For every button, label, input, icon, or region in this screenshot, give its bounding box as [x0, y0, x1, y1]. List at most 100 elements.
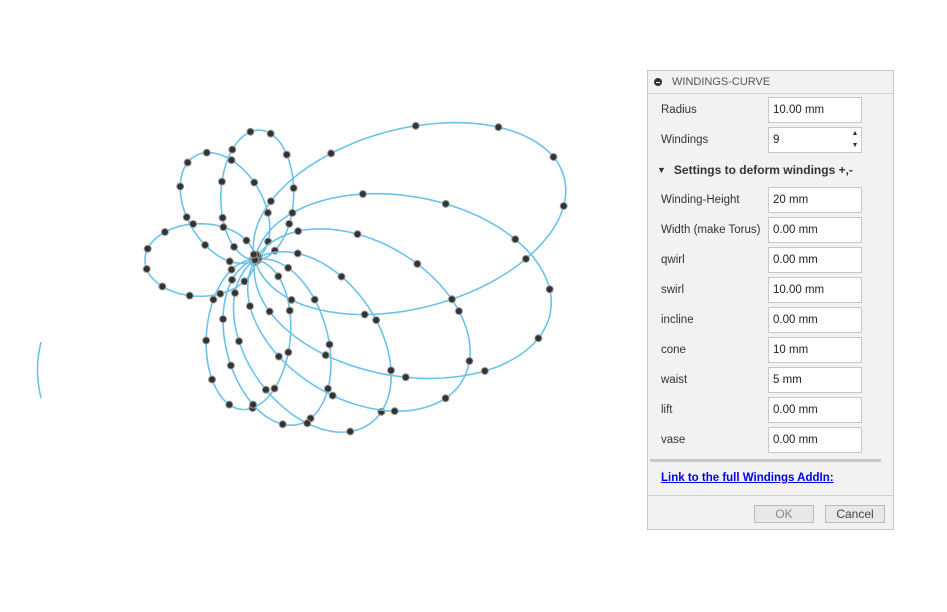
- winding-loop[interactable]: [222, 258, 332, 426]
- curve-point[interactable]: [217, 177, 226, 186]
- curve-point[interactable]: [201, 241, 210, 250]
- swirl-input[interactable]: 10.00 mm: [768, 277, 862, 303]
- curve-point[interactable]: [494, 123, 503, 132]
- cancel-button[interactable]: Cancel: [825, 505, 885, 523]
- curve-point[interactable]: [454, 307, 463, 316]
- curve-point[interactable]: [160, 228, 169, 237]
- curve-point[interactable]: [230, 242, 239, 251]
- curve-point[interactable]: [284, 348, 293, 357]
- ok-button[interactable]: OK: [754, 505, 814, 523]
- curve-point[interactable]: [274, 272, 283, 281]
- curve-point[interactable]: [235, 337, 244, 346]
- curve-point[interactable]: [521, 254, 530, 263]
- curve-point[interactable]: [249, 250, 258, 259]
- curve-point[interactable]: [353, 230, 362, 239]
- curve-point[interactable]: [289, 184, 298, 193]
- curve-point[interactable]: [240, 277, 249, 286]
- curve-point[interactable]: [219, 223, 228, 232]
- curve-point[interactable]: [219, 315, 228, 324]
- curve-point[interactable]: [265, 307, 274, 316]
- curve-point[interactable]: [310, 295, 319, 304]
- curve-point[interactable]: [228, 275, 237, 284]
- waist-input[interactable]: 5 mm: [768, 367, 862, 393]
- curve-point[interactable]: [228, 145, 237, 154]
- spinner-arrows-icon[interactable]: ▲ ▼: [851, 130, 859, 149]
- curve-point[interactable]: [202, 148, 211, 157]
- cone-input[interactable]: 10 mm: [768, 337, 862, 363]
- curve-point[interactable]: [321, 351, 330, 360]
- curve-point[interactable]: [358, 190, 367, 199]
- curve-point[interactable]: [250, 178, 259, 187]
- curve-point[interactable]: [226, 361, 235, 370]
- curve-point[interactable]: [447, 295, 456, 304]
- winding-height-input[interactable]: 20 mm: [768, 187, 862, 213]
- windings-stepper[interactable]: 9 ▲ ▼: [768, 127, 862, 153]
- curve-point[interactable]: [285, 306, 294, 315]
- curve-point[interactable]: [189, 219, 198, 228]
- curve-point[interactable]: [288, 208, 297, 217]
- curve-point[interactable]: [327, 149, 336, 158]
- winding-loop[interactable]: [179, 151, 271, 265]
- curve-point[interactable]: [183, 158, 192, 167]
- curve-point[interactable]: [559, 201, 568, 210]
- curve-point[interactable]: [261, 385, 270, 394]
- curve-point[interactable]: [401, 373, 410, 382]
- incline-input[interactable]: 0.00 mm: [768, 307, 862, 333]
- curve-point[interactable]: [545, 285, 554, 294]
- curve-point[interactable]: [202, 336, 211, 345]
- curve-point[interactable]: [325, 340, 334, 349]
- curve-point[interactable]: [549, 152, 558, 161]
- curve-point[interactable]: [142, 265, 151, 274]
- curve-point[interactable]: [270, 384, 279, 393]
- curve-point[interactable]: [227, 156, 236, 165]
- curve-point[interactable]: [390, 407, 399, 416]
- dialog-header[interactable]: WINDINGS-CURVE: [648, 71, 893, 94]
- curve-point[interactable]: [293, 249, 302, 258]
- curve-point[interactable]: [143, 244, 152, 253]
- curve-point[interactable]: [225, 257, 234, 266]
- curve-point[interactable]: [441, 394, 450, 403]
- curve-point[interactable]: [441, 199, 450, 208]
- curve-point[interactable]: [480, 366, 489, 375]
- curve-point[interactable]: [185, 291, 194, 300]
- winding-loop[interactable]: [246, 228, 471, 412]
- curve-point[interactable]: [372, 316, 381, 325]
- curve-point[interactable]: [225, 400, 234, 409]
- curve-point[interactable]: [285, 219, 294, 228]
- curve-point[interactable]: [278, 420, 287, 429]
- winding-loop[interactable]: [252, 121, 567, 316]
- curve-point[interactable]: [534, 334, 543, 343]
- curve-point[interactable]: [216, 289, 225, 298]
- model-viewport[interactable]: [0, 0, 640, 612]
- windings-addin-link[interactable]: Link to the full Windings AddIn:: [661, 472, 834, 484]
- curve-point[interactable]: [274, 352, 283, 361]
- lift-input[interactable]: 0.00 mm: [768, 397, 862, 423]
- curve-point[interactable]: [182, 213, 191, 222]
- curve-point[interactable]: [227, 265, 236, 274]
- curve-point[interactable]: [266, 129, 275, 138]
- curve-point[interactable]: [360, 310, 369, 319]
- curve-point[interactable]: [413, 259, 422, 268]
- curve-point[interactable]: [337, 272, 346, 281]
- curve-point[interactable]: [294, 227, 303, 236]
- curve-point[interactable]: [328, 391, 337, 400]
- curve-point[interactable]: [242, 236, 251, 245]
- curve-point[interactable]: [287, 295, 296, 304]
- curve-point[interactable]: [245, 302, 254, 311]
- curve-point[interactable]: [230, 289, 239, 298]
- curve-point[interactable]: [346, 427, 355, 436]
- curve-point[interactable]: [158, 282, 167, 291]
- curve-point[interactable]: [323, 384, 332, 393]
- curve-point[interactable]: [209, 295, 218, 304]
- curve-point[interactable]: [411, 121, 420, 130]
- curve-point[interactable]: [266, 197, 275, 206]
- winding-loop[interactable]: [232, 250, 393, 434]
- curve-point[interactable]: [303, 419, 312, 428]
- curve-point[interactable]: [263, 208, 272, 217]
- collapse-icon[interactable]: [654, 78, 662, 86]
- curve-point[interactable]: [511, 235, 520, 244]
- radius-input[interactable]: 10.00 mm: [768, 97, 862, 123]
- curve-point[interactable]: [208, 375, 217, 384]
- curve-point[interactable]: [218, 213, 227, 222]
- winding-loop[interactable]: [253, 192, 553, 380]
